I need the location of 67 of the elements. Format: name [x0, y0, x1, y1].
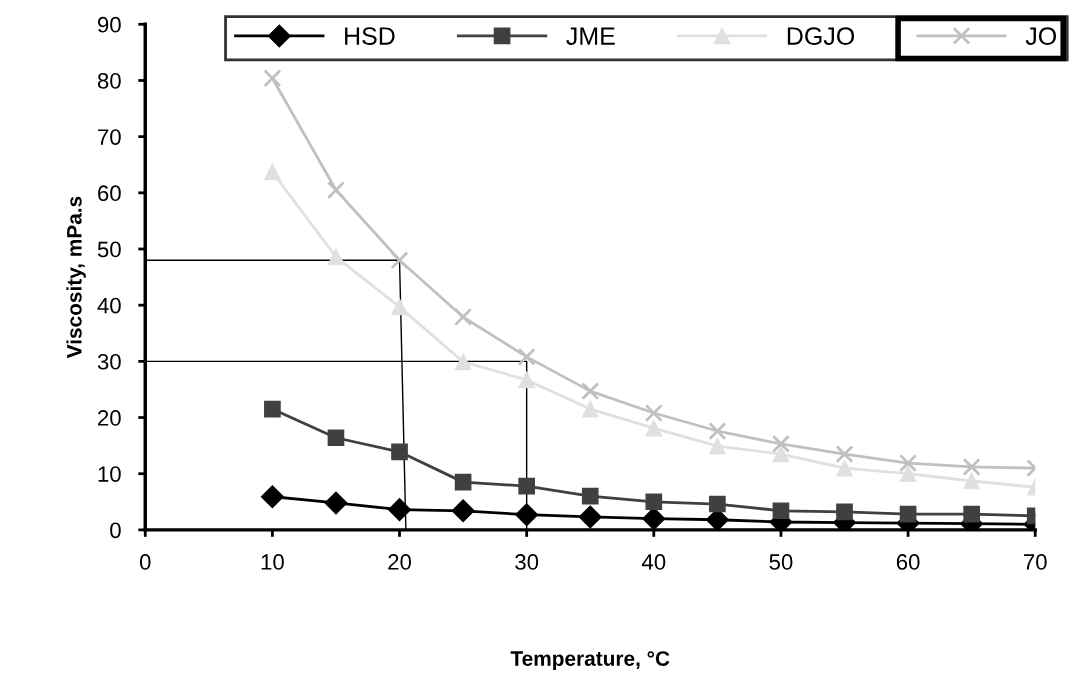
point: [390, 251, 409, 270]
point: [772, 445, 790, 463]
x-tick-label: 50: [769, 554, 793, 570]
y-tick-label: 0: [110, 522, 121, 539]
x-tick-label: 60: [896, 554, 920, 570]
point: [451, 499, 475, 523]
point: [327, 429, 345, 447]
x-tick-label: 70: [1024, 554, 1047, 570]
point: [391, 298, 408, 316]
point: [644, 404, 663, 423]
point: [645, 493, 663, 511]
y-tick-label: 20: [98, 410, 121, 426]
y-tick-label: 60: [98, 185, 121, 202]
point: [709, 495, 726, 513]
point: [581, 400, 599, 418]
point: [645, 419, 663, 437]
point: [899, 505, 917, 523]
legend-label: JO: [1025, 27, 1057, 45]
point: [709, 437, 726, 455]
point: [263, 69, 282, 88]
x-tick-label: 40: [641, 554, 666, 570]
x-tick-label: 10: [261, 554, 284, 570]
point: [899, 465, 917, 483]
point: [454, 473, 472, 491]
point: [963, 472, 980, 490]
point: [264, 163, 281, 181]
x-axis-title: Temperature, °C: [510, 651, 670, 671]
point: [772, 502, 790, 520]
point: [835, 445, 854, 464]
point: [581, 487, 599, 505]
point: [324, 491, 348, 515]
point: [708, 421, 727, 441]
point: [518, 371, 536, 389]
point: [963, 505, 980, 523]
point: [388, 498, 412, 522]
point: [642, 507, 666, 530]
y-tick-label: 70: [98, 129, 121, 145]
point: [836, 503, 853, 521]
legend-label: DGJO: [787, 27, 855, 45]
point: [260, 485, 284, 509]
point: [962, 457, 981, 476]
x-tick-label: 30: [515, 554, 539, 570]
point: [326, 180, 345, 200]
point: [899, 454, 918, 473]
legend-label: JME: [566, 27, 615, 45]
y-axis-title: Viscosity, mPa.s: [66, 196, 86, 359]
y-tick-label: 80: [97, 73, 121, 89]
y-tick-label: 30: [97, 353, 121, 370]
y-tick-label: 50: [97, 241, 121, 258]
x-tick-label: 0: [139, 554, 151, 570]
point: [454, 353, 472, 371]
legend-label: HSD: [345, 27, 395, 45]
point: [578, 505, 602, 529]
point: [264, 400, 281, 418]
x-tick-label: 20: [388, 554, 412, 570]
y-tick-label: 40: [97, 297, 121, 314]
point: [581, 382, 600, 401]
point: [515, 503, 539, 527]
point: [454, 307, 473, 326]
y-tick-label: 10: [98, 466, 121, 482]
point: [391, 443, 408, 461]
point: [771, 434, 790, 453]
point: [518, 477, 536, 495]
y-tick-label: 90: [97, 16, 121, 33]
point: [517, 347, 536, 366]
point: [836, 459, 853, 477]
point: [327, 248, 345, 266]
